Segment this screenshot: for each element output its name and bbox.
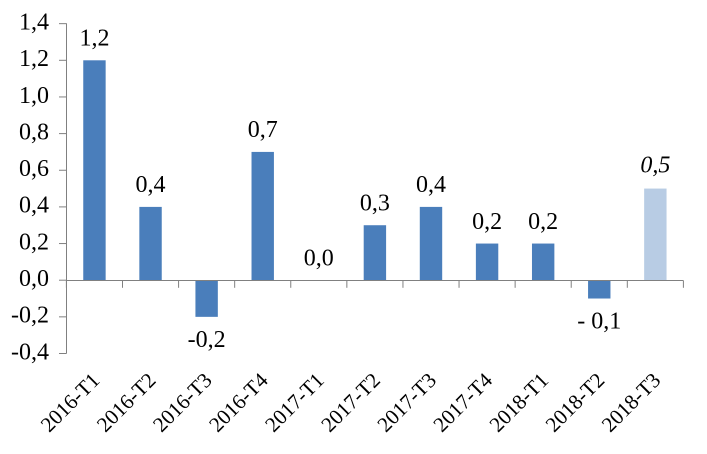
svg-text:0,6: 0,6 [19, 156, 49, 182]
svg-text:0,2: 0,2 [528, 209, 558, 235]
svg-text:0,0: 0,0 [19, 266, 49, 292]
svg-text:-0,2: -0,2 [11, 303, 49, 329]
svg-text:0,8: 0,8 [19, 119, 49, 145]
svg-text:-0,4: -0,4 [11, 339, 49, 365]
svg-text:1,2: 1,2 [79, 26, 109, 52]
svg-text:0,2: 0,2 [472, 209, 502, 235]
svg-text:0,7: 0,7 [248, 117, 278, 143]
svg-text:0,4: 0,4 [19, 193, 49, 219]
svg-text:1,2: 1,2 [19, 46, 49, 72]
svg-text:1,4: 1,4 [19, 9, 49, 35]
svg-text:1,0: 1,0 [19, 83, 49, 109]
svg-text:0,5: 0,5 [640, 153, 670, 179]
svg-text:-0,2: -0,2 [188, 327, 226, 353]
svg-text:0,2: 0,2 [19, 229, 49, 255]
svg-text:- 0,1: - 0,1 [577, 309, 621, 335]
svg-text:0,3: 0,3 [360, 191, 390, 217]
svg-text:0,4: 0,4 [416, 172, 446, 198]
svg-text:0,4: 0,4 [136, 172, 166, 198]
svg-text:0,0: 0,0 [304, 246, 334, 272]
